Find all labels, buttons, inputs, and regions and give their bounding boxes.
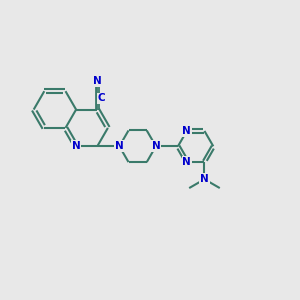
Text: C: C — [98, 93, 106, 103]
Text: N: N — [182, 126, 191, 136]
Text: N: N — [115, 141, 124, 151]
Text: N: N — [93, 76, 102, 86]
Text: N: N — [200, 174, 209, 184]
Text: N: N — [152, 141, 160, 151]
Text: N: N — [72, 141, 80, 151]
Text: N: N — [182, 157, 191, 166]
